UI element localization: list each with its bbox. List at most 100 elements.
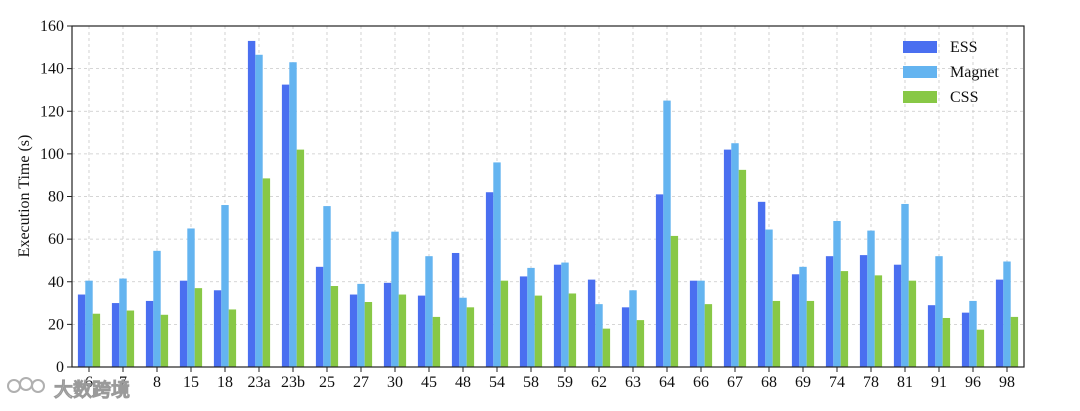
bars — [77, 40, 1019, 367]
bar-magnet-78 — [867, 230, 875, 367]
bar-magnet-58 — [527, 267, 535, 367]
legend-swatch-magnet — [903, 66, 937, 78]
legend-label-ess: ESS — [950, 39, 978, 56]
y-tick-label: 80 — [48, 189, 64, 206]
bar-ess-62 — [587, 279, 596, 367]
bar-magnet-25 — [323, 206, 331, 367]
bar-ess-30 — [383, 282, 392, 367]
bar-ess-48 — [451, 252, 460, 367]
bar-css-69 — [806, 300, 815, 367]
bar-css-27 — [364, 301, 373, 367]
legend-label-magnet: Magnet — [950, 64, 999, 81]
bar-css-67 — [738, 169, 747, 367]
y-tick-label: 0 — [56, 359, 64, 376]
bar-magnet-27 — [357, 283, 365, 367]
bar-css-48 — [466, 307, 475, 367]
bar-ess-64 — [655, 194, 664, 367]
x-tick-label: 23b — [281, 374, 305, 391]
bar-magnet-74 — [833, 221, 841, 367]
x-tick-label: 7 — [119, 374, 127, 391]
bar-ess-54 — [485, 192, 494, 367]
x-tick-label: 63 — [625, 374, 641, 391]
x-tick-label: 91 — [931, 374, 947, 391]
bar-magnet-63 — [629, 290, 637, 367]
y-tick-label: 120 — [40, 103, 64, 120]
bar-magnet-66 — [697, 280, 705, 367]
bar-magnet-62 — [595, 304, 603, 367]
bar-ess-91 — [927, 305, 936, 367]
x-tick-label: 30 — [387, 374, 403, 391]
bar-ess-63 — [621, 307, 630, 367]
bar-css-25 — [330, 286, 339, 367]
y-tick-label: 140 — [40, 61, 64, 78]
bar-ess-45 — [417, 295, 426, 367]
x-tick-label: 78 — [863, 374, 879, 391]
bar-css-15 — [194, 288, 203, 367]
x-tick-label: 23a — [247, 374, 270, 391]
bar-ess-25 — [315, 266, 324, 367]
bar-ess-78 — [859, 255, 868, 367]
x-tick-label: 98 — [999, 374, 1015, 391]
bar-magnet-91 — [935, 256, 943, 367]
bar-magnet-23b — [289, 62, 297, 367]
bar-css-64 — [670, 235, 679, 367]
bar-ess-15 — [179, 280, 188, 367]
y-axis-title: Execution Time (s) — [16, 135, 33, 258]
bar-css-98 — [1010, 316, 1019, 367]
legend-label-css: CSS — [950, 89, 978, 106]
bar-magnet-48 — [459, 297, 467, 367]
bar-magnet-30 — [391, 231, 399, 367]
y-tick-label: 100 — [40, 146, 64, 163]
bar-css-6 — [92, 313, 101, 367]
bar-ess-8 — [145, 300, 154, 367]
x-tick-label: 62 — [591, 374, 607, 391]
bar-css-7 — [126, 310, 135, 367]
x-tick-label: 45 — [421, 374, 437, 391]
bar-magnet-69 — [799, 266, 807, 367]
bar-css-23b — [296, 149, 305, 367]
bar-magnet-67 — [731, 143, 739, 367]
legend-swatch-ess — [903, 41, 937, 53]
bar-ess-27 — [349, 294, 358, 367]
bar-css-63 — [636, 320, 645, 367]
bar-css-23a — [262, 178, 271, 367]
bar-magnet-7 — [119, 278, 127, 367]
x-tick-label: 67 — [727, 374, 743, 391]
bar-ess-67 — [723, 149, 732, 367]
x-tick-label: 74 — [829, 374, 845, 391]
legend-swatch-css — [903, 91, 937, 103]
watermark: 大数跨境 — [7, 377, 130, 401]
bar-magnet-68 — [765, 229, 773, 367]
bar-ess-98 — [995, 279, 1004, 367]
bar-ess-18 — [213, 290, 222, 367]
bar-css-58 — [534, 295, 543, 367]
bar-ess-69 — [791, 274, 800, 367]
watermark-text: 大数跨境 — [54, 378, 130, 401]
bar-css-68 — [772, 300, 781, 367]
bar-ess-81 — [893, 264, 902, 367]
logo-chain-icon — [7, 377, 45, 393]
bar-magnet-98 — [1003, 261, 1011, 367]
x-tick-label: 54 — [489, 374, 505, 391]
bar-css-62 — [602, 328, 611, 367]
bar-magnet-6 — [85, 280, 93, 367]
bar-magnet-8 — [153, 250, 161, 367]
bar-magnet-18 — [221, 205, 229, 367]
bar-css-59 — [568, 293, 577, 367]
legend: ESS Magnet CSS — [903, 39, 999, 106]
x-tick-label: 64 — [659, 374, 675, 391]
x-tick-label: 48 — [455, 374, 471, 391]
bar-ess-59 — [553, 264, 562, 367]
bar-magnet-23a — [255, 54, 263, 367]
bar-magnet-64 — [663, 100, 671, 367]
y-tick-label: 160 — [40, 18, 64, 35]
x-tick-label: 25 — [319, 374, 335, 391]
bar-ess-66 — [689, 280, 698, 367]
x-tick-label: 15 — [183, 374, 199, 391]
x-tick-label: 59 — [557, 374, 573, 391]
y-tick-label: 60 — [48, 231, 64, 248]
bar-ess-68 — [757, 201, 766, 367]
bar-ess-7 — [111, 303, 120, 367]
bar-css-74 — [840, 271, 849, 367]
